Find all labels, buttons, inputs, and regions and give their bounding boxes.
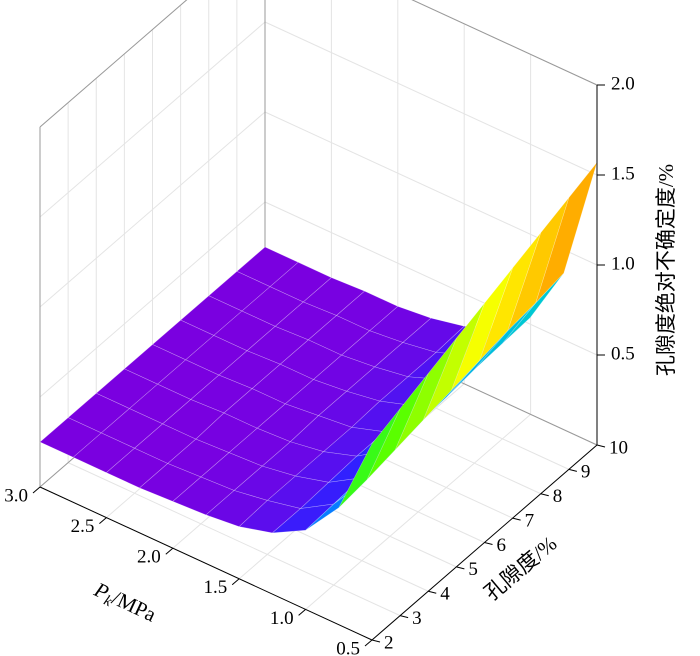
surface-cell: [394, 338, 457, 451]
x-title-unit: /MPa: [109, 585, 161, 626]
y-tick: [400, 615, 409, 619]
wall-grid-z: [39, 21, 266, 218]
y-tick: [428, 590, 437, 594]
x-tick-label: 2.5: [71, 516, 95, 537]
x-tick: [364, 639, 373, 647]
x-axis-title: Pk/MPa: [88, 577, 160, 630]
surface-cell: [422, 302, 485, 421]
surface-cell: [366, 373, 429, 480]
wall-grid-z: [264, 21, 598, 176]
y-tick-label: 4: [440, 584, 450, 605]
y-tick-label: 2: [384, 632, 394, 653]
wall-grid-z: [264, 201, 598, 356]
y-axis-title: 孔隙度/%: [480, 531, 562, 605]
surface-cell: [451, 267, 513, 391]
y-tick-label: 7: [525, 510, 535, 531]
x-tick-label: 3.0: [4, 485, 28, 506]
surface-cell: [338, 408, 401, 508]
x-tick: [298, 609, 306, 616]
y-tick: [568, 468, 577, 472]
y-tick-label: 10: [609, 437, 628, 458]
wall-grid-z: [411, 0, 598, 86]
x-tick-label: 1.0: [270, 608, 294, 629]
x-tick: [231, 578, 240, 586]
y-tick-label: 8: [553, 486, 563, 507]
x-tick: [99, 517, 107, 524]
x-tick: [165, 547, 174, 555]
y-tick: [484, 542, 493, 545]
x-axis-line: [39, 486, 373, 641]
z-tick-label: 1.0: [611, 253, 635, 274]
y-tick-label: 3: [412, 608, 422, 629]
wall-grid-z: [39, 201, 266, 398]
z-axis-title: 孔隙度绝对不确定度/%: [654, 164, 678, 376]
surface-cell: [172, 476, 235, 516]
box-edge: [39, 0, 188, 128]
wall-grid-z: [39, 111, 266, 308]
surface-cell: [72, 432, 136, 473]
y-tick-label: 9: [581, 462, 591, 483]
x-tick-label: 1.5: [203, 577, 227, 598]
z-tick-label: 0.5: [611, 343, 635, 364]
y-tick-label: 6: [497, 535, 507, 556]
x-tick: [32, 486, 41, 494]
y-tick: [540, 493, 549, 497]
surface-cell: [479, 232, 542, 361]
y-tick: [371, 639, 381, 643]
x-tick-label: 0.5: [336, 638, 360, 656]
y-tick: [596, 444, 606, 448]
z-tick-label: 1.5: [611, 163, 635, 184]
z-tick-label: 2.0: [611, 73, 635, 94]
floor-grid-y: [67, 462, 401, 617]
box-edge: [411, 0, 598, 86]
y-tick: [512, 517, 521, 521]
y-tick: [456, 566, 465, 570]
x-tick-label: 2.0: [137, 547, 161, 568]
y-tick-label: 5: [468, 559, 478, 580]
